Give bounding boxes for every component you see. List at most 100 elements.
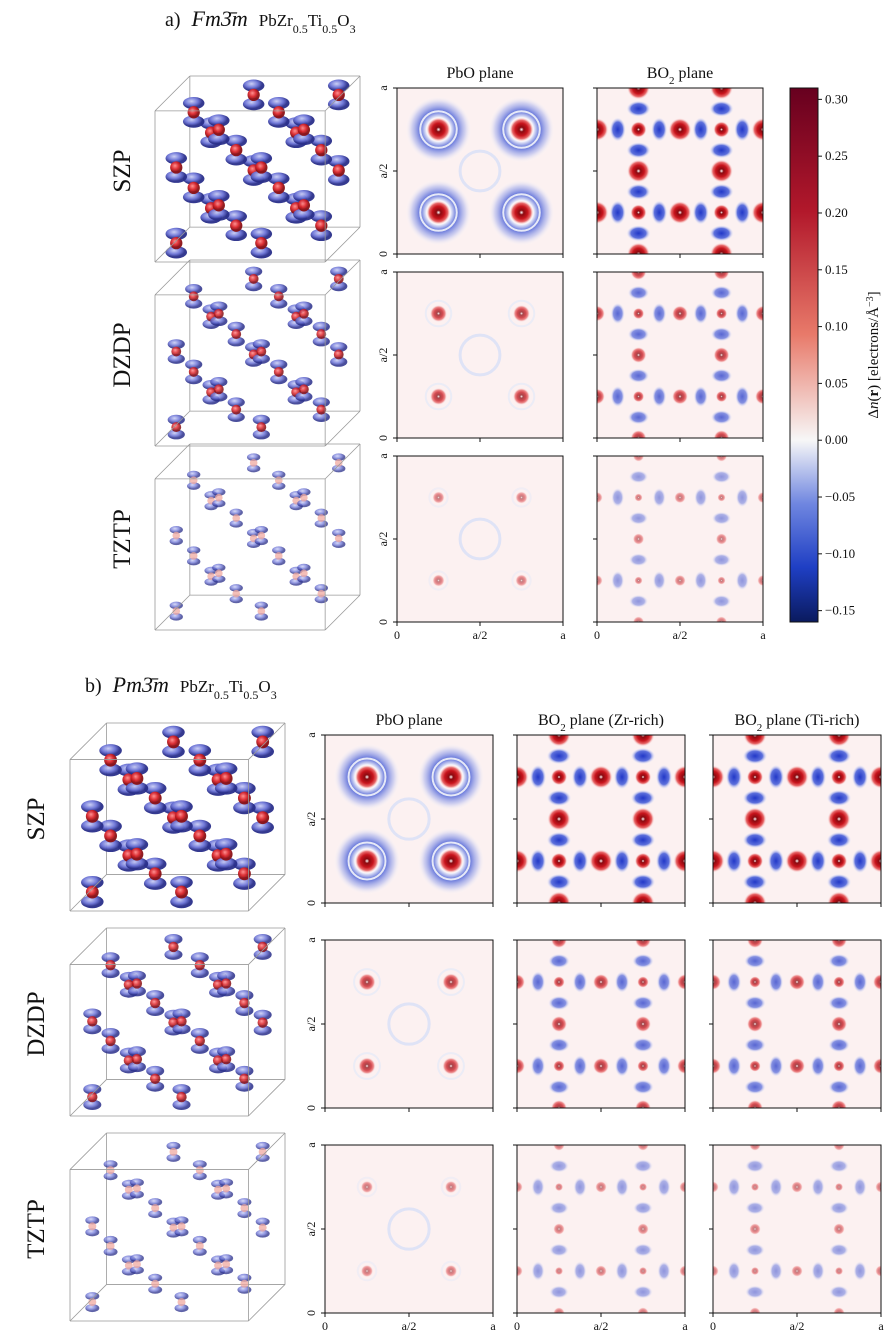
red-sphere <box>297 199 311 212</box>
lobe <box>613 848 631 874</box>
blue-lobe <box>297 563 311 572</box>
red-sphere <box>175 809 188 823</box>
red-sphere <box>214 569 223 578</box>
blue-lobe <box>254 601 269 610</box>
blue-lobe <box>83 1084 102 1095</box>
title-b: b) Pm3̄m PbZr0.5Ti0.5O3 <box>85 672 277 702</box>
dot <box>671 388 689 405</box>
red-sphere <box>272 181 285 195</box>
dot <box>429 387 448 406</box>
red-sphere <box>273 291 284 302</box>
red-sphere <box>176 1091 187 1103</box>
red-sphere <box>193 753 207 767</box>
dot <box>595 1181 607 1193</box>
blue-lobe <box>174 1292 189 1301</box>
lobe <box>632 1285 654 1299</box>
y-tick-label: a <box>304 1142 318 1148</box>
red-sphere <box>297 123 311 136</box>
red-sphere <box>167 735 180 749</box>
heatmap <box>597 272 763 438</box>
blue-lobe <box>214 762 238 776</box>
blue-lobe <box>174 1216 189 1225</box>
lobe <box>631 1079 655 1095</box>
heatmap-bg <box>517 940 685 1108</box>
blue-lobe <box>254 525 269 534</box>
blue-lobe <box>170 800 193 814</box>
blue-lobe <box>217 1061 236 1073</box>
dot <box>515 574 528 587</box>
dot <box>442 973 460 991</box>
y-tick-label: 0 <box>304 1310 318 1316</box>
blue-lobe <box>225 134 247 148</box>
dot <box>713 1265 719 1277</box>
lobe <box>614 1054 630 1078</box>
blue-lobe <box>208 189 230 203</box>
lobe <box>546 747 572 765</box>
lobe <box>769 1260 783 1282</box>
lobe <box>733 200 751 225</box>
formula: Ti <box>308 11 323 30</box>
box-edge <box>154 226 191 263</box>
red-sphere <box>188 366 199 377</box>
blue-lobe <box>253 1025 272 1036</box>
lobe <box>657 1176 671 1198</box>
blue-lobe <box>295 377 313 387</box>
column-header: PbO plane <box>375 712 442 729</box>
red-sphere <box>170 236 183 250</box>
dot <box>749 1145 761 1151</box>
row-label: DZDP <box>23 991 50 1056</box>
blue-lobe <box>129 1178 144 1187</box>
dot <box>632 390 645 403</box>
dot <box>743 807 767 831</box>
ring <box>458 333 502 377</box>
red-sphere <box>258 1223 267 1232</box>
dot <box>872 1057 881 1075</box>
ring <box>437 1052 465 1080</box>
blue-lobe <box>253 1009 272 1021</box>
blue-lobe <box>295 301 313 312</box>
box-edge <box>248 722 286 760</box>
blue-lobe <box>314 520 328 528</box>
ring <box>507 299 536 328</box>
blue-lobe <box>270 298 288 309</box>
y-tick-label: a <box>376 453 390 459</box>
lobe <box>650 200 668 225</box>
dot <box>547 735 571 747</box>
heatmap <box>517 940 685 1108</box>
y-tick-label: 0 <box>304 900 318 906</box>
dot <box>550 1015 568 1033</box>
lobe <box>693 385 709 408</box>
lobe <box>710 285 733 301</box>
red-sphere <box>177 1298 186 1307</box>
lobe <box>768 1054 784 1078</box>
blue-lobe <box>187 546 201 554</box>
dot <box>634 768 652 786</box>
red-sphere <box>219 772 233 785</box>
red-sphere <box>237 791 251 805</box>
red-sphere <box>298 308 309 319</box>
lobe <box>852 1054 868 1078</box>
blue-lobe <box>255 1217 270 1226</box>
blue-lobe <box>219 1178 234 1187</box>
heatmap-bg <box>713 735 881 903</box>
blue-lobe <box>225 210 247 223</box>
red-sphere <box>230 219 243 232</box>
blue-lobe <box>254 613 269 621</box>
ring <box>347 841 387 881</box>
blue-lobe <box>272 470 286 479</box>
colorbar-tick-label: 0.15 <box>825 262 848 277</box>
blue-lobe <box>192 1172 207 1181</box>
lobe <box>548 1285 570 1299</box>
column-header: PbO plane <box>446 65 513 82</box>
dot <box>833 1307 845 1313</box>
blue-lobe <box>237 1273 252 1282</box>
red-sphere <box>106 1166 115 1175</box>
blue-lobe <box>83 1023 102 1035</box>
lobe <box>726 1054 742 1078</box>
lobe <box>769 1176 783 1198</box>
blue-lobe <box>270 359 288 370</box>
dot <box>749 976 761 988</box>
heatmap <box>325 940 493 1108</box>
label-part: ] <box>866 291 882 296</box>
x-tick-label: a <box>682 1319 688 1333</box>
